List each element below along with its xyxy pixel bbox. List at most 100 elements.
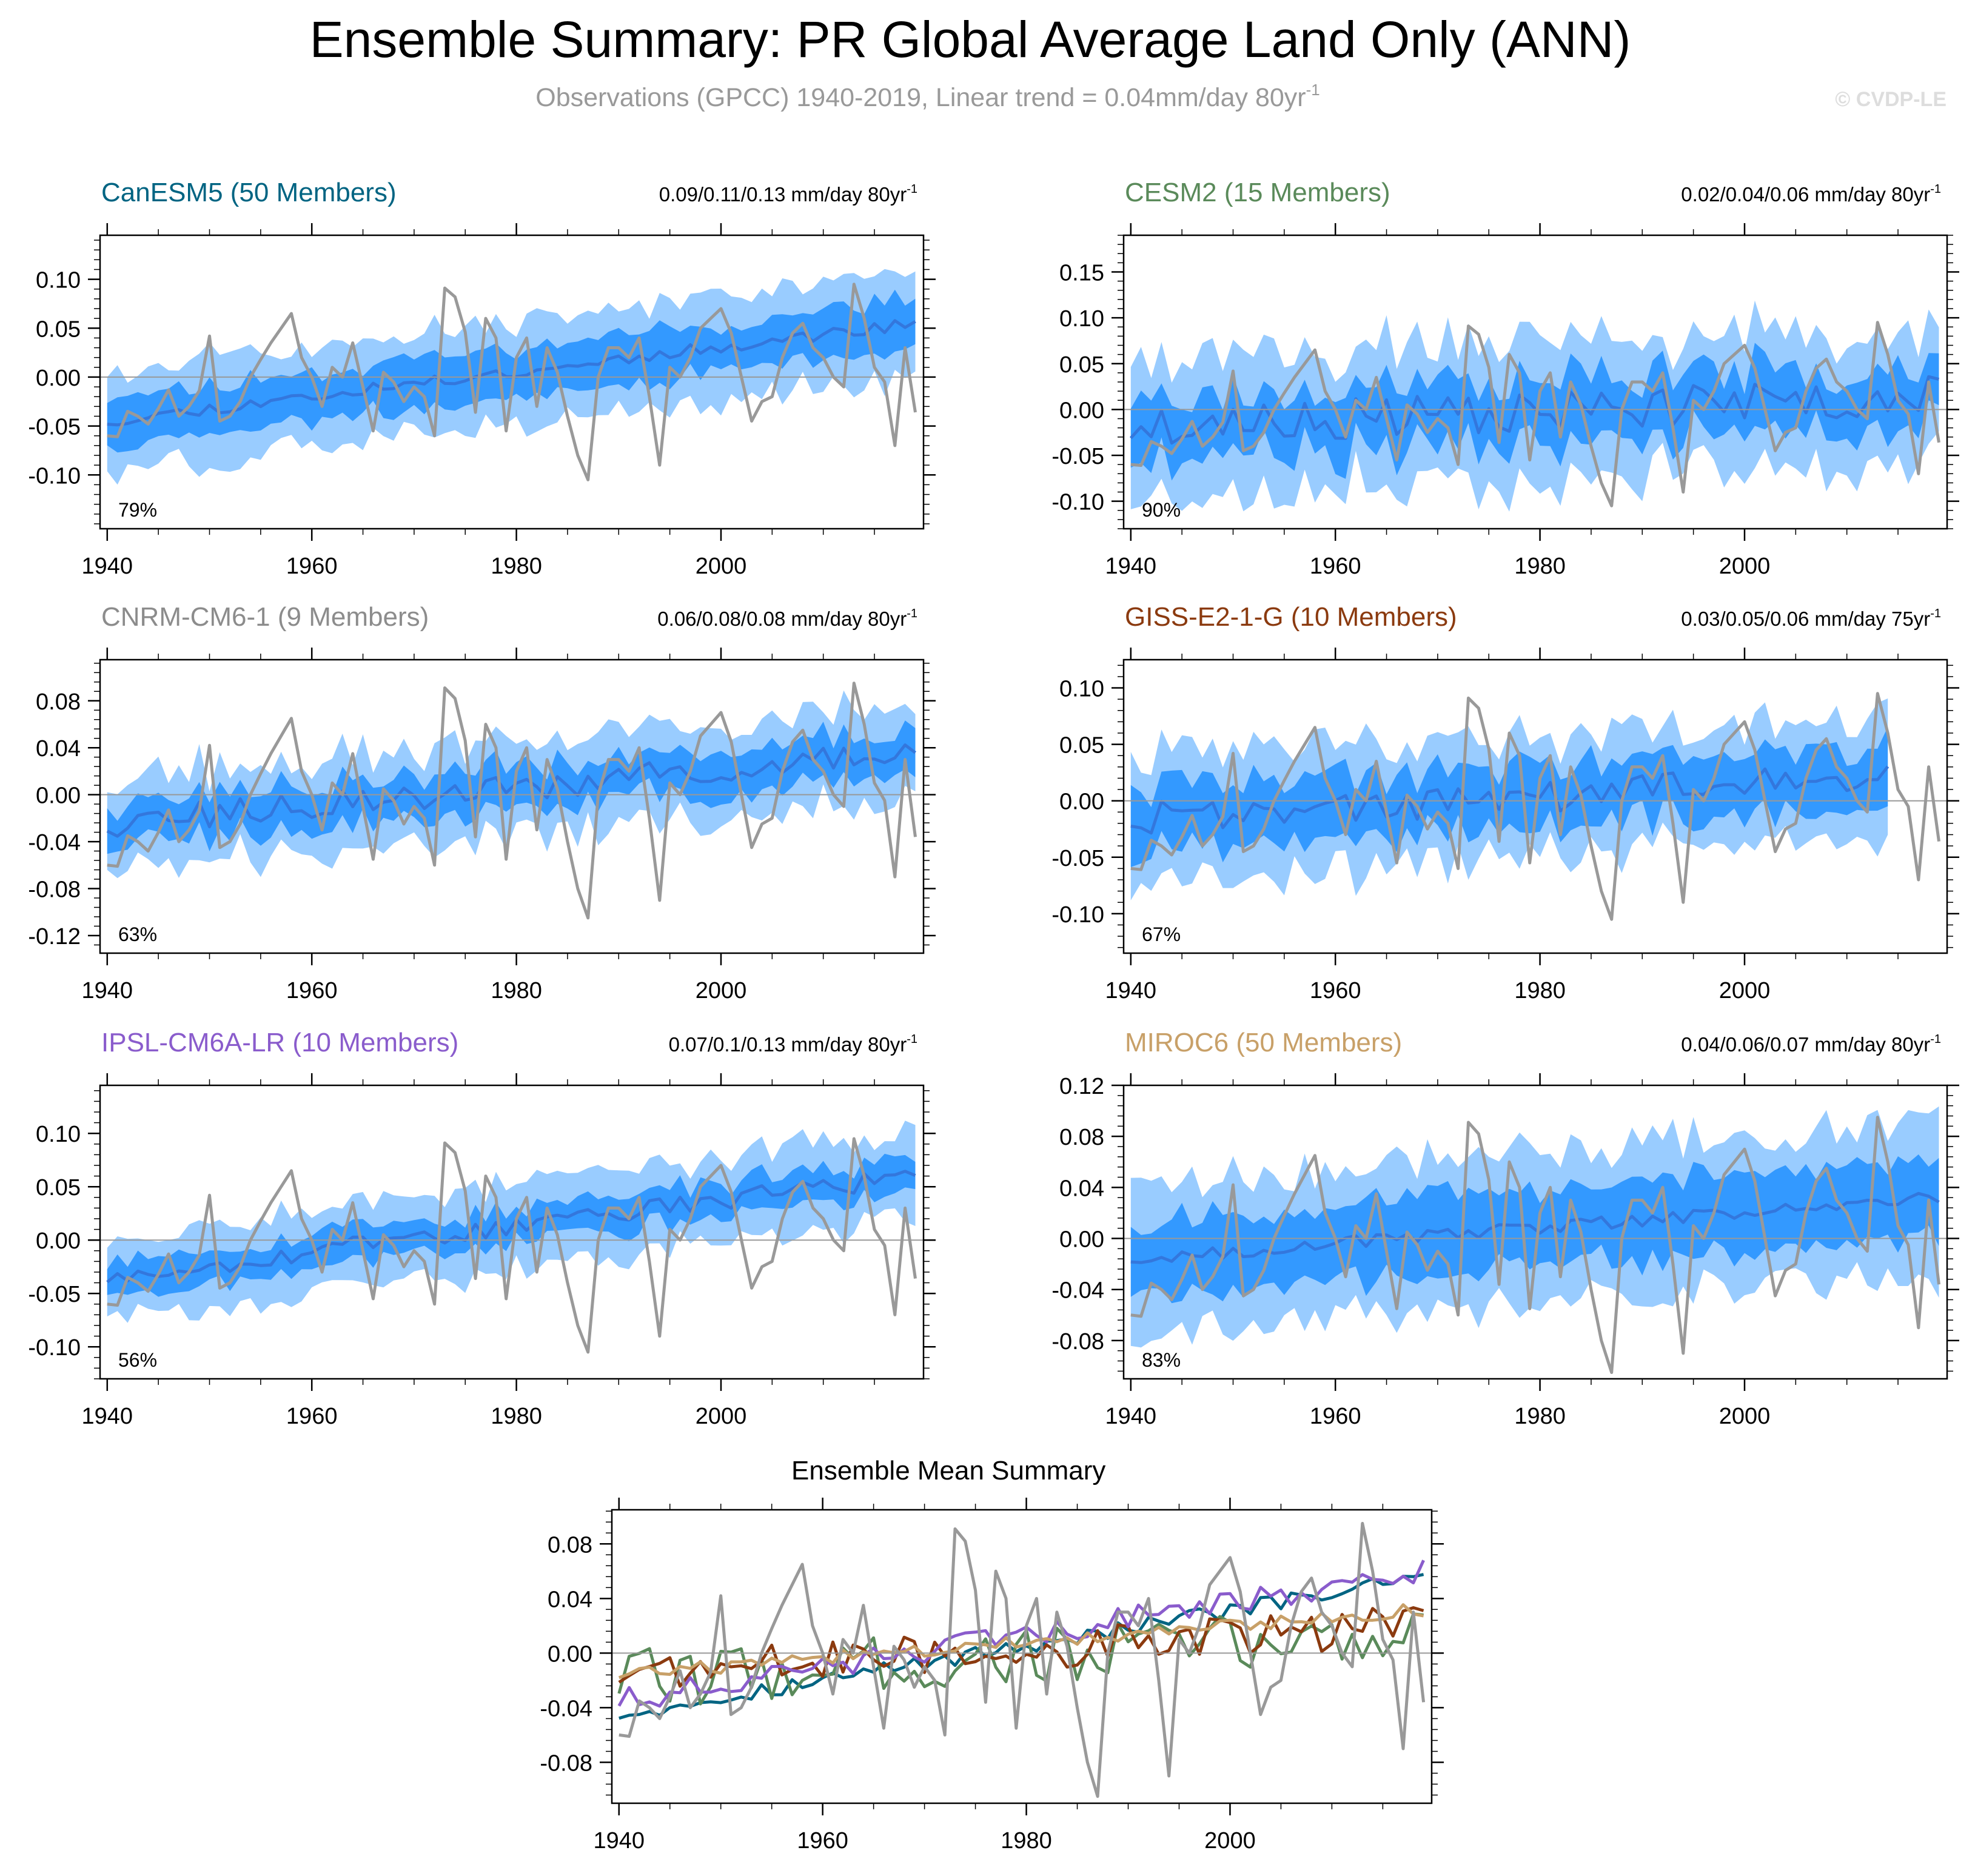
inner-range-band (1130, 343, 1939, 481)
y-tick-label: -0.08 (28, 877, 81, 903)
y-tick-label: -0.05 (28, 1282, 81, 1307)
x-tick-label: 1980 (1514, 978, 1566, 1003)
x-tick-label: 2000 (696, 1404, 747, 1429)
plot-area-cnrm (100, 682, 924, 920)
x-tick-label: 1960 (1310, 978, 1361, 1003)
watermark: © CVDP-LE (1835, 88, 1946, 111)
y-tick-label: 0.08 (1059, 1125, 1104, 1150)
panel-percent: 56% (118, 1349, 157, 1371)
panel-trend-text: 0.04/0.06/0.07 mm/day 80yr (1681, 1033, 1930, 1056)
observations-line (1130, 321, 1940, 508)
y-tick-label: -0.10 (28, 463, 81, 489)
observations-line (619, 1522, 1426, 1798)
y-tick-label: 0.15 (1059, 261, 1104, 286)
panel-trend-text: 0.09/0.11/0.13 mm/day 80yr (659, 183, 907, 206)
observations-line (1130, 692, 1940, 921)
x-tick-label: 1980 (1001, 1828, 1052, 1854)
plot-frame (99, 234, 925, 530)
panel-trend-exponent: -1 (1930, 1033, 1941, 1046)
plot-area-cesm2 (1124, 300, 1947, 512)
y-tick-label: 0.04 (1059, 1176, 1104, 1201)
panel-trend: 0.06/0.08/0.08 mm/day 80yr-1 (657, 607, 917, 630)
panel-ensmean: -0.08 -0.04 0.00 0.04 0.08 1940 1960 1980 2000 En… (540, 1456, 1444, 1854)
panel-title: IPSL-CM6A-LR (10 Members) (101, 1028, 458, 1057)
figure-subtitle: Observations (GPCC) 1940-2019, Linear tr… (535, 81, 1319, 112)
x-tick-label: 1980 (491, 554, 542, 579)
panel-trend: 0.07/0.1/0.13 mm/day 80yr-1 (669, 1033, 917, 1056)
y-tick-label: 0.00 (1059, 398, 1104, 423)
plot-frame (99, 1084, 925, 1380)
panel-percent: 83% (1142, 1349, 1181, 1371)
x-tick-label: 1940 (82, 554, 133, 579)
panel-grid: -0.10 -0.05 0.00 0.05 0.10 1940 1960 1980 2000 Ca… (28, 178, 1959, 1854)
panel-giss: -0.10 -0.05 0.00 0.05 0.10 1940 1960 1980 2000 GI… (1051, 602, 1959, 1003)
series-line-canesm5 (619, 1573, 1424, 1720)
y-tick-label: -0.10 (1051, 902, 1104, 928)
y-tick-label: -0.10 (28, 1335, 81, 1361)
inner-range-band (1130, 726, 1888, 868)
y-tick-label: 0.08 (548, 1532, 592, 1558)
y-tick-label: 0.00 (36, 366, 81, 391)
y-tick-label: -0.08 (1051, 1329, 1104, 1355)
panel-percent: 90% (1142, 499, 1181, 521)
observations-line (107, 682, 917, 920)
panel-trend-text: 0.06/0.08/0.08 mm/day 80yr (657, 608, 907, 630)
x-tick-label: 1940 (82, 978, 133, 1003)
observations-line (107, 1137, 917, 1354)
x-tick-label: 2000 (1719, 554, 1771, 579)
y-tick-label: 0.05 (36, 317, 81, 342)
y-tick-label: -0.04 (1051, 1278, 1104, 1304)
panel-cesm2: -0.10 -0.05 0.00 0.05 0.10 0.15 1940 1960 1980 20… (1051, 178, 1959, 579)
x-tick-label: 1960 (1310, 1404, 1361, 1429)
plot-area-giss (1124, 692, 1947, 921)
y-tick-label: 0.10 (36, 1122, 81, 1147)
y-tick-label: -0.04 (28, 830, 81, 856)
panel-title: CNRM-CM6-1 (9 Members) (101, 602, 429, 632)
panel-trend: 0.03/0.05/0.06 mm/day 75yr-1 (1681, 607, 1941, 630)
y-tick-label: 0.00 (36, 783, 81, 809)
panel-trend: 0.09/0.11/0.13 mm/day 80yr-1 (659, 183, 917, 206)
panel-cnrm: -0.12 -0.08 -0.04 0.00 0.04 0.08 1940 1960 1980 2… (28, 602, 936, 1003)
panel-title: CESM2 (15 Members) (1125, 178, 1390, 207)
plot-frame (611, 1509, 1433, 1804)
panel-title: Ensemble Mean Summary (791, 1456, 1105, 1486)
x-tick-label: 1980 (491, 1404, 542, 1429)
observations-line (107, 283, 917, 481)
y-tick-label: 0.00 (1059, 1227, 1104, 1253)
y-tick-label: -0.05 (1051, 846, 1104, 871)
x-tick-label: 1940 (1105, 554, 1157, 579)
panel-percent: 63% (118, 923, 157, 945)
x-tick-label: 2000 (696, 978, 747, 1003)
x-tick-label: 1960 (797, 1828, 848, 1854)
ensemble-mean-line (1130, 1191, 1940, 1264)
panel-percent: 79% (118, 499, 157, 521)
x-tick-label: 1940 (1105, 1404, 1157, 1429)
y-tick-label: -0.10 (1051, 490, 1104, 515)
panel-title: CanESM5 (50 Members) (101, 178, 397, 207)
plot-area-ensmean (612, 1522, 1432, 1798)
plot-area-miroc6 (1124, 1106, 1947, 1374)
panel-trend-text: 0.02/0.04/0.06 mm/day 80yr (1681, 183, 1930, 206)
x-tick-label: 2000 (1204, 1828, 1256, 1854)
y-tick-label: -0.12 (28, 924, 81, 950)
plot-frame (1122, 658, 1948, 954)
y-tick-label: 0.00 (548, 1641, 592, 1667)
panel-canesm5: -0.10 -0.05 0.00 0.05 0.10 1940 1960 1980 2000 Ca… (28, 178, 936, 579)
y-tick-label: -0.05 (1051, 444, 1104, 469)
x-tick-label: 1960 (1310, 554, 1361, 579)
y-tick-label: 0.08 (36, 689, 81, 715)
subtitle-exponent: -1 (1306, 81, 1320, 99)
x-tick-label: 1940 (82, 1404, 133, 1429)
x-tick-label: 2000 (1719, 978, 1771, 1003)
panel-ipsl: -0.10 -0.05 0.00 0.05 0.10 1940 1960 1980 2000 IP… (28, 1028, 936, 1429)
y-tick-label: 0.12 (1059, 1074, 1104, 1099)
figure-title: Ensemble Summary: PR Global Average Land… (310, 11, 1631, 68)
y-tick-label: 0.10 (36, 268, 81, 293)
plot-frame (1122, 1084, 1948, 1380)
x-tick-label: 2000 (696, 554, 747, 579)
ensemble-mean-line (1130, 765, 1889, 835)
panel-trend-exponent: -1 (907, 183, 917, 196)
panel-trend-exponent: -1 (907, 1033, 917, 1046)
series-line-miroc6 (618, 1603, 1424, 1680)
